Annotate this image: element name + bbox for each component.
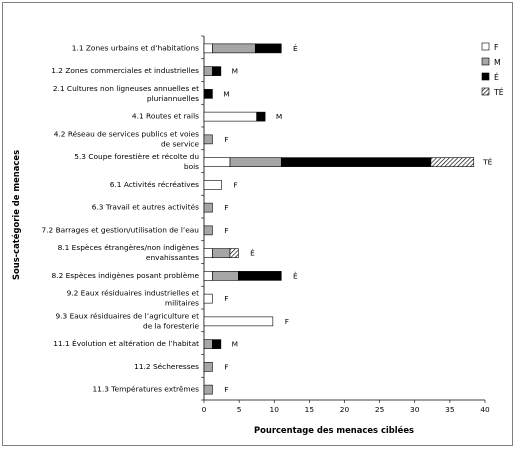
bar-rating-label: É: [293, 44, 298, 53]
bar-segment: [212, 248, 231, 258]
bar-segment: [203, 89, 213, 99]
category-label: 9.3 Eaux résiduaires de l’agriculture et: [55, 311, 199, 320]
chart-frame: [2, 2, 513, 446]
x-tick-label: 30: [410, 405, 420, 414]
category-label: 5.3 Coupe forestière et récolte du: [74, 152, 199, 161]
bar-rating-label: É: [293, 271, 298, 280]
bar-segment: [203, 248, 213, 258]
bar-segment: [203, 202, 213, 213]
y-axis-label: Sous-catégorie de menaces: [11, 150, 21, 280]
category-label: 11.2 Sécheresses: [134, 362, 199, 371]
x-tick-label: 40: [480, 405, 490, 414]
category-label: 6.1 Activités récréatives: [110, 180, 199, 189]
bar-segment: [203, 316, 274, 327]
bar-segment: [203, 43, 213, 54]
bar-rating-label: M: [232, 340, 238, 349]
bar-rating-label: F: [224, 385, 228, 394]
bar-rating-label: É: [250, 249, 255, 258]
category-label: 4.2 Réseau de services publics et voies: [54, 129, 199, 138]
bar-segment: [229, 157, 282, 167]
category-label: 8.1 Espèces étrangères/non indigènes: [58, 243, 200, 252]
legend-entry: TÉ: [493, 88, 504, 97]
bar-segment: [203, 180, 222, 190]
plot-area: 0 5 10 15 20 25 30 35 40 1.1 Zones urbains et d’h…: [41, 35, 493, 414]
category-label: 4.1 Routes et rails: [132, 112, 199, 121]
legend-swatch: [481, 72, 490, 81]
bar-segment: [212, 339, 222, 349]
x-tick-label: 10: [270, 405, 280, 414]
bar-segment: [254, 43, 282, 54]
legend-swatch: [481, 87, 490, 96]
bar-rating-label: M: [232, 67, 238, 76]
bar-rating-label: TÉ: [482, 158, 493, 167]
bar-segment: [212, 66, 222, 76]
category-label: bois: [184, 162, 199, 171]
category-label: 1.2 Zones commerciales et industrielles: [51, 66, 199, 75]
category-label: 2.1 Cultures non ligneuses annuelles et: [53, 84, 199, 93]
bar-rating-label: F: [224, 362, 228, 371]
category-label: 8.2 Espèces indigènes posant problème: [52, 271, 200, 280]
legend-entry: É: [494, 73, 499, 82]
bar-segment: [212, 271, 239, 281]
bar-segment: [203, 157, 231, 167]
bar-segment: [229, 248, 239, 258]
bar-segment: [203, 271, 213, 281]
x-tick-label: 20: [340, 405, 350, 414]
bar-rating-label: F: [224, 135, 228, 144]
legend: FMÉ TÉ: [481, 42, 504, 97]
x-tick-label: 35: [445, 405, 455, 414]
bar-segment: [430, 157, 475, 167]
bar-segment: [203, 134, 213, 145]
x-tick-label: 5: [237, 405, 242, 414]
bar-rating-label: M: [276, 112, 282, 121]
bar-rating-label: M: [223, 89, 229, 98]
category-label: militaires: [165, 299, 199, 308]
category-label: de service: [161, 139, 200, 148]
category-label: 11.3 Températures extrêmes: [92, 385, 199, 394]
bar-rating-label: F: [224, 203, 228, 212]
bar-segment: [238, 271, 282, 281]
bar-segment: [280, 157, 432, 167]
bar-segment: [203, 225, 213, 236]
legend-entry: M: [494, 58, 501, 67]
x-tick-label: 0: [202, 405, 207, 414]
bar-segment: [212, 43, 256, 54]
bar-segment: [203, 111, 257, 122]
category-label: envahissantes: [146, 253, 199, 262]
bar-segment: [256, 111, 266, 122]
category-label: 9.2 Eaux résiduaires industrielles et: [67, 289, 200, 298]
bar-segment: [203, 293, 213, 304]
bar-segment: [203, 384, 213, 395]
bar-rating-label: F: [224, 226, 228, 235]
category-label: 6.3 Travail et autres activités: [92, 203, 199, 212]
category-label: de la foresterie: [143, 321, 199, 330]
bar-segment: [203, 362, 213, 372]
legend-swatch: [481, 42, 490, 51]
x-tick-label: 15: [305, 405, 315, 414]
category-label: pluriannuelles: [147, 94, 199, 103]
bar-rating-label: F: [285, 317, 289, 326]
legend-entry: F: [494, 43, 499, 52]
bar-rating-label: F: [233, 180, 237, 189]
category-label: 7.2 Barrages et gestion/utilisation de l…: [41, 225, 199, 234]
bar-rating-label: F: [224, 294, 228, 303]
category-label: 1.1 Zones urbains et d’habitations: [72, 43, 199, 52]
x-tick-label: 25: [375, 405, 385, 414]
category-label: 11.1 Évolution et altération de l’habita…: [53, 339, 199, 348]
x-axis-label: Pourcentage des menaces ciblées: [254, 425, 414, 435]
legend-swatch: [481, 57, 490, 66]
bar-segment: [203, 66, 213, 76]
bar-segment: [203, 339, 213, 349]
